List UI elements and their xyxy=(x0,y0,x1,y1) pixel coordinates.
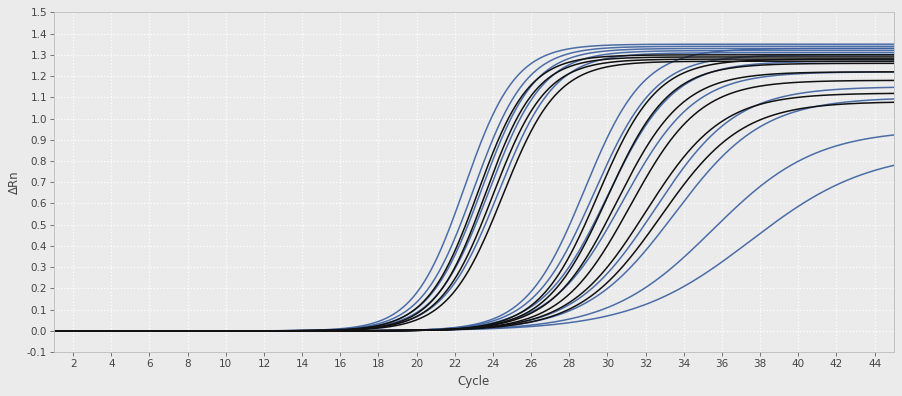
Y-axis label: ΔRn: ΔRn xyxy=(8,170,22,194)
X-axis label: Cycle: Cycle xyxy=(457,375,490,388)
